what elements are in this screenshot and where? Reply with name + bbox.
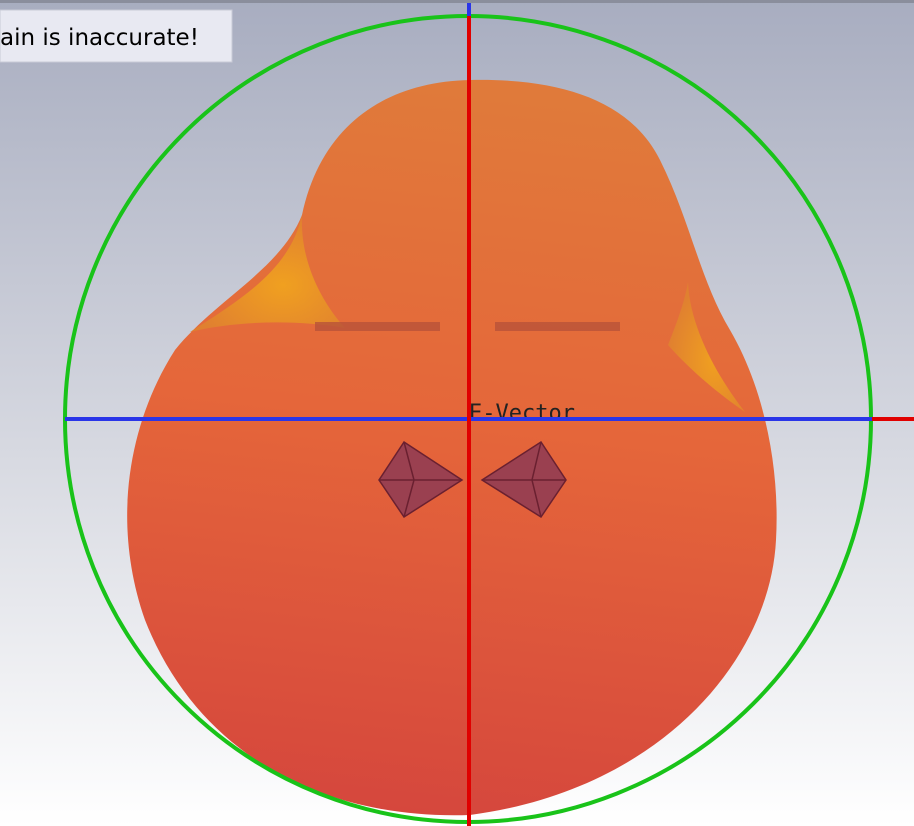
e-vector-label: E-Vector bbox=[469, 401, 575, 426]
dipole-arm bbox=[315, 322, 440, 331]
warning-box bbox=[0, 9, 233, 63]
warning-text: ain is inaccurate! bbox=[0, 25, 199, 51]
dipole-arm bbox=[495, 322, 620, 331]
pattern-lobe bbox=[190, 215, 345, 332]
top-border bbox=[0, 0, 914, 3]
feed-structure bbox=[378, 440, 567, 519]
pattern-lobe bbox=[668, 282, 745, 412]
